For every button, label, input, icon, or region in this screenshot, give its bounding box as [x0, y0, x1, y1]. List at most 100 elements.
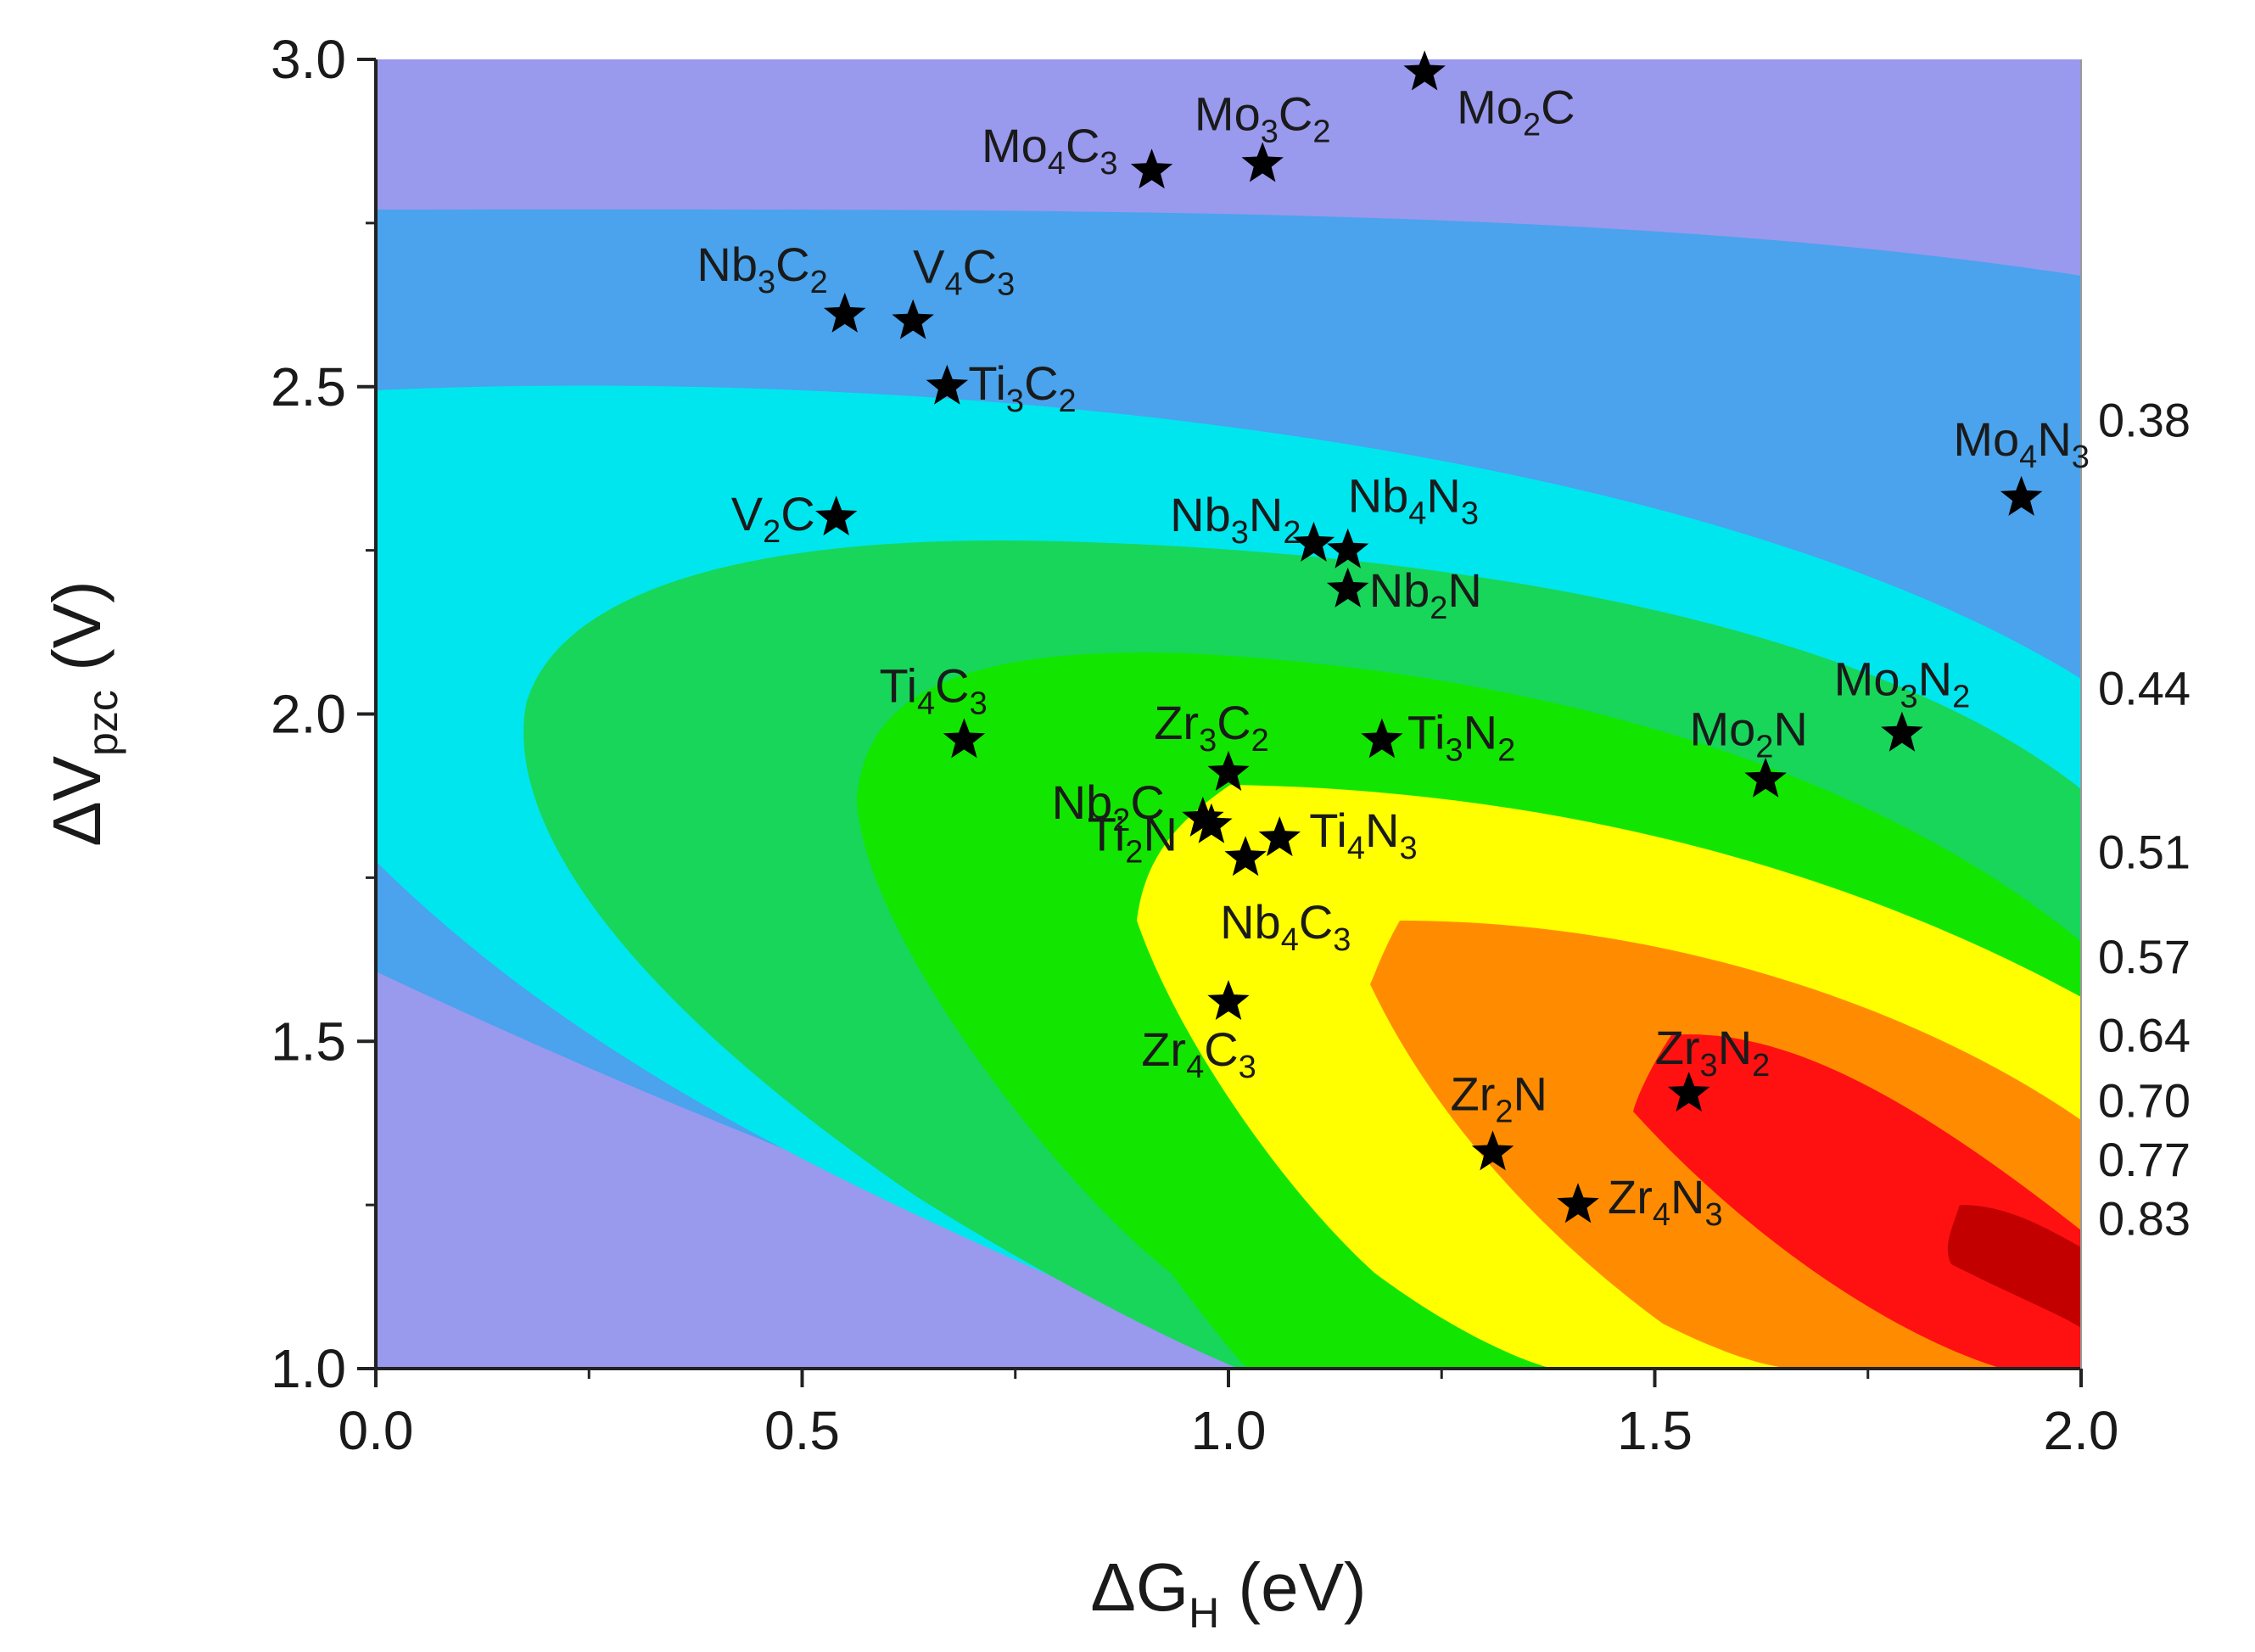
- x-axis-title-unit: (eV): [1219, 1549, 1366, 1625]
- point-label-Mo2N: Mo2N: [1689, 703, 1807, 765]
- x-tick-label: 0.0: [339, 1400, 414, 1461]
- point-label-part: C: [1541, 80, 1575, 133]
- point-label-part: 2: [1312, 114, 1330, 149]
- point-label-part: C: [1066, 119, 1100, 172]
- point-label-part: 2: [1495, 1094, 1513, 1129]
- x-axis-title-sub: H: [1189, 1589, 1219, 1637]
- data-points: [815, 50, 2043, 1224]
- point-label-part: Nb: [1369, 563, 1430, 617]
- point-label-part: 3: [2072, 440, 2090, 475]
- point-label-part: 3: [1700, 1048, 1718, 1084]
- point-label-part: Ti: [1088, 808, 1126, 861]
- point-label-Ti4N3: Ti4N3: [1309, 804, 1417, 866]
- point-label-part: N: [1718, 1021, 1752, 1074]
- point-label-V4C3: V4C3: [913, 240, 1015, 303]
- y-tick-label: 2.0: [271, 684, 346, 745]
- contour-level-label: 0.44: [2098, 662, 2191, 715]
- point-label-part: 4: [1653, 1197, 1670, 1233]
- point-label-Nb2N: Nb2N: [1369, 563, 1482, 626]
- point-label-part: N: [1143, 808, 1177, 861]
- point-label-part: Mo: [982, 119, 1048, 172]
- point-label-part: 2: [1283, 515, 1301, 551]
- point-label-part: 4: [1347, 831, 1365, 866]
- point-label-part: 2: [1112, 803, 1130, 838]
- point-label-part: N: [2037, 412, 2071, 466]
- contour-level-label: 0.70: [2098, 1074, 2191, 1128]
- point-star-Zr3C2: [1207, 750, 1250, 791]
- point-star-Ti3C2: [926, 364, 969, 405]
- x-tick-label: 1.0: [1191, 1400, 1267, 1461]
- point-star-Ti4N3: [1258, 816, 1301, 857]
- point-label-part: 2: [1523, 107, 1541, 143]
- point-star-Ti2N: [1190, 803, 1233, 843]
- point-label-Zr4N3: Zr4N3: [1608, 1170, 1723, 1233]
- point-label-part: Nb: [1220, 895, 1281, 949]
- x-tick-label: 2.0: [2044, 1400, 2119, 1461]
- point-label-part: Mo: [1457, 80, 1523, 133]
- point-label-Mo4N3: Mo4N3: [1953, 412, 2090, 475]
- point-label-Ti4C3: Ti4C3: [879, 658, 987, 721]
- point-label-part: Mo: [1195, 87, 1261, 140]
- point-label-part: 3: [1231, 515, 1249, 551]
- point-star-Nb2C: [1182, 796, 1224, 837]
- point-label-Zr3C2: Zr3C2: [1154, 696, 1269, 759]
- point-label-Nb2C: Nb2C: [1052, 776, 1165, 838]
- point-label-part: N: [1918, 652, 1952, 706]
- point-star-Mo4N3: [2000, 475, 2043, 516]
- contour-region-7: [1633, 1034, 2081, 1369]
- point-label-part: N: [1249, 488, 1283, 541]
- point-label-part: 3: [970, 686, 988, 721]
- point-label-part: Ti: [1309, 804, 1347, 857]
- y-tick-label: 1.5: [271, 1011, 346, 1072]
- point-label-part: Zr: [1608, 1170, 1653, 1224]
- point-label-part: 3: [1705, 1197, 1723, 1233]
- point-label-part: 4: [2019, 440, 2037, 475]
- point-label-part: 3: [1006, 384, 1024, 419]
- point-star-Nb4C3: [1224, 836, 1267, 876]
- point-label-Nb3N2: Nb3N2: [1170, 488, 1301, 551]
- point-label-part: 3: [1333, 922, 1351, 958]
- y-axis-title-unit: (V): [39, 580, 115, 690]
- point-label-part: Ti: [968, 356, 1006, 410]
- point-label-part: N: [1514, 1067, 1547, 1120]
- point-label-part: 2: [1251, 723, 1269, 759]
- point-label-part: 2: [810, 265, 828, 300]
- point-star-Nb2N: [1327, 567, 1369, 608]
- point-label-part: 3: [758, 265, 775, 300]
- point-label-part: 2: [1755, 730, 1773, 765]
- point-star-Mo2C: [1403, 50, 1446, 91]
- point-label-part: C: [1299, 895, 1333, 949]
- contour-level-label: 0.51: [2098, 826, 2191, 879]
- point-label-part: 2: [1952, 680, 1970, 715]
- point-label-Zr4C3: Zr4C3: [1141, 1022, 1256, 1085]
- point-label-part: C: [1130, 776, 1164, 829]
- point-label-part: N: [1447, 563, 1481, 617]
- point-label-Zr3N2: Zr3N2: [1655, 1021, 1771, 1084]
- y-tick-label: 3.0: [271, 29, 346, 90]
- point-label-part: 3: [1461, 496, 1479, 532]
- contour-level-label: 0.83: [2098, 1192, 2191, 1246]
- point-label-part: Ti: [879, 658, 917, 712]
- point-star-Mo3N2: [1881, 711, 1923, 752]
- point-star-Nb3C2: [824, 292, 866, 333]
- point-label-part: 3: [1199, 723, 1217, 759]
- point-label-part: C: [1024, 356, 1058, 410]
- point-label-part: 4: [1186, 1050, 1204, 1085]
- point-label-part: 3: [1445, 732, 1463, 768]
- point-label-part: Nb: [1170, 488, 1231, 541]
- point-star-Mo3C2: [1241, 142, 1284, 182]
- point-label-part: C: [775, 238, 809, 291]
- point-star-Ti3N2: [1361, 718, 1403, 759]
- point-label-part: C: [1204, 1022, 1238, 1076]
- y-axis-title: ΔVpzc (V): [39, 580, 126, 846]
- x-tick-group: 0.0 0.5 1.0 1.5 2.0: [339, 1369, 2119, 1461]
- point-star-Zr3N2: [1668, 1072, 1710, 1112]
- point-label-part: C: [781, 487, 814, 540]
- contour-level-label: 0.57: [2098, 930, 2191, 983]
- point-label-Mo4C3: Mo4C3: [982, 119, 1118, 182]
- point-label-part: C: [1279, 87, 1312, 140]
- point-label-part: Mo: [1834, 652, 1900, 706]
- point-star-Ti4C3: [943, 718, 986, 759]
- point-label-part: Nb: [1052, 776, 1113, 829]
